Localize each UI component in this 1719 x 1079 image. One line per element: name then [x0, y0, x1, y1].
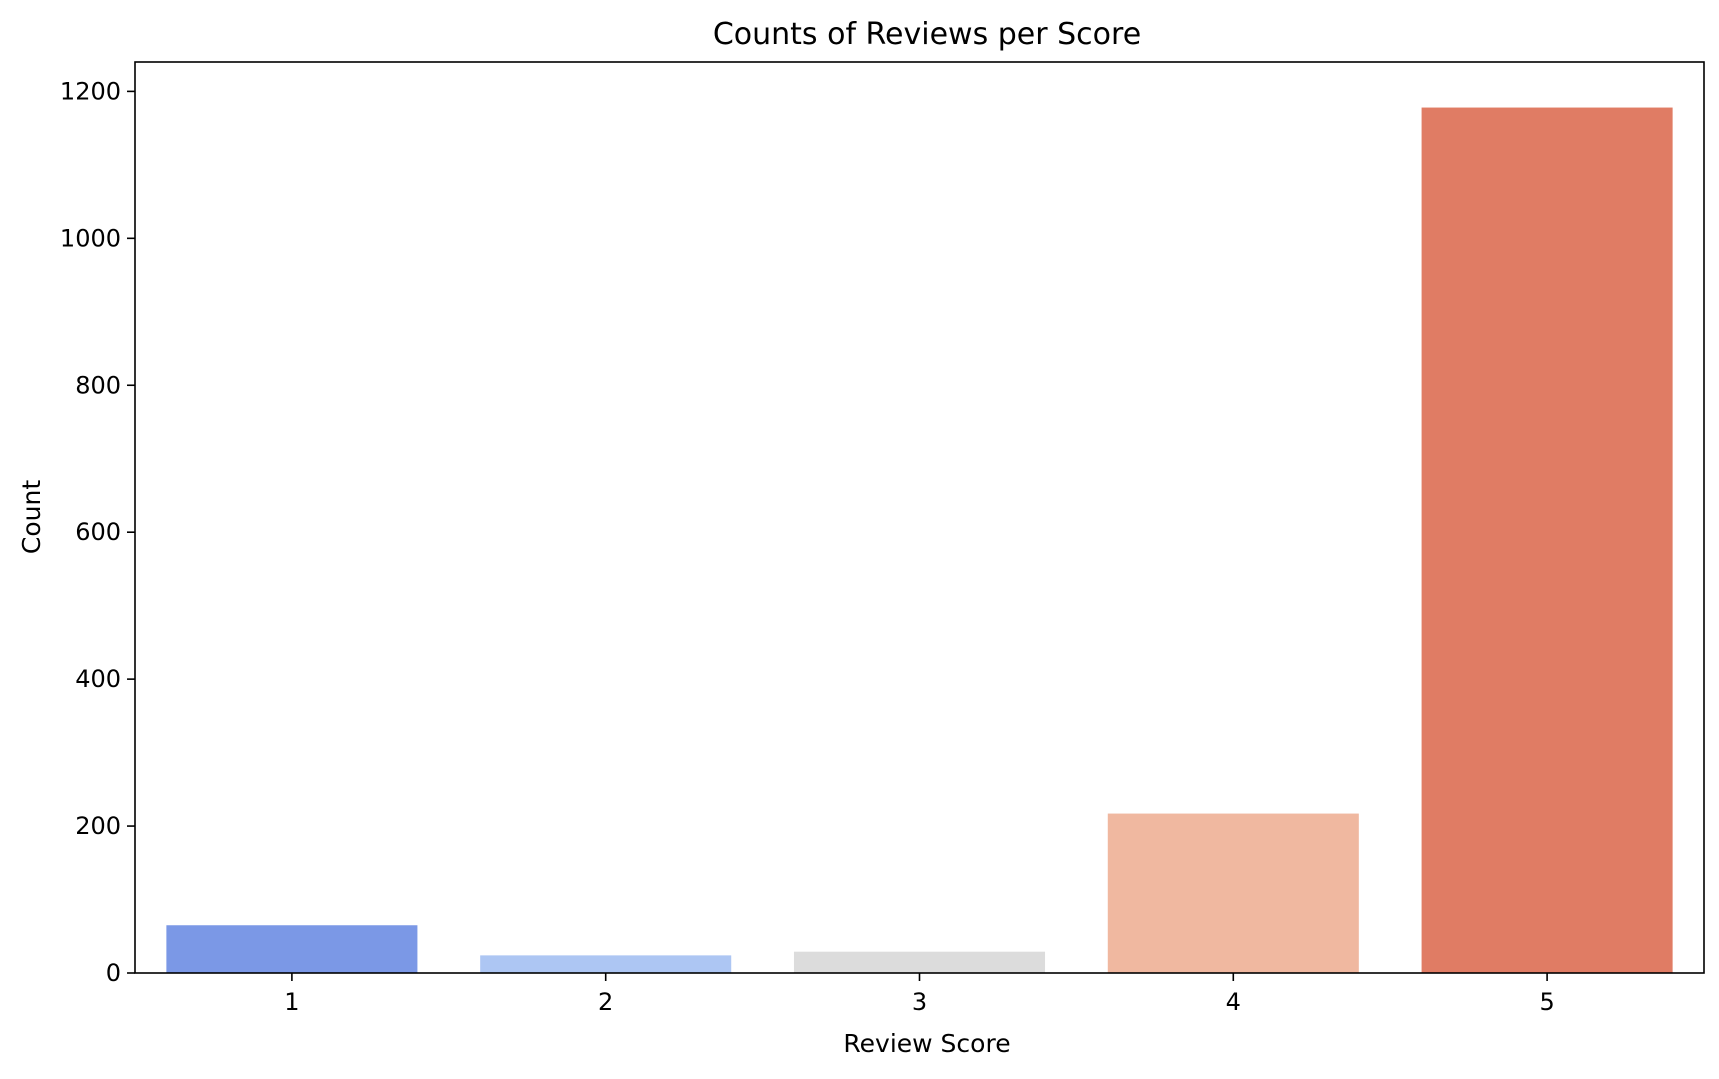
- bars-layer: [166, 107, 1673, 974]
- x-axis-label: Review Score: [843, 1029, 1010, 1058]
- x-tick-label: 1: [284, 988, 299, 1016]
- bar-score-1: [166, 925, 418, 973]
- plot-frame: [134, 61, 1705, 974]
- y-tick-label: 400: [75, 665, 121, 693]
- chart-title: Counts of Reviews per Score: [713, 17, 1141, 52]
- y-tick-label: 0: [106, 959, 121, 987]
- bar-score-4: [1107, 813, 1359, 973]
- y-tick-label: 1000: [60, 224, 121, 252]
- y-tick-label: 200: [75, 812, 121, 840]
- y-tick-label: 1200: [60, 77, 121, 105]
- x-tick-label: 3: [912, 988, 927, 1016]
- bar-score-5: [1421, 107, 1673, 974]
- bar-score-2: [480, 955, 732, 973]
- y-axis-ticks: 0 200 400 600 800 1000 1200: [60, 77, 135, 987]
- x-tick-label: 2: [598, 988, 613, 1016]
- y-axis-label: Count: [17, 480, 46, 554]
- y-tick-label: 800: [75, 371, 121, 399]
- x-tick-label: 4: [1226, 988, 1241, 1016]
- x-tick-label: 5: [1539, 988, 1554, 1016]
- y-tick-label: 600: [75, 518, 121, 546]
- bar-score-3: [793, 951, 1046, 973]
- x-axis-ticks: 1 2 3 4 5: [284, 973, 1555, 1016]
